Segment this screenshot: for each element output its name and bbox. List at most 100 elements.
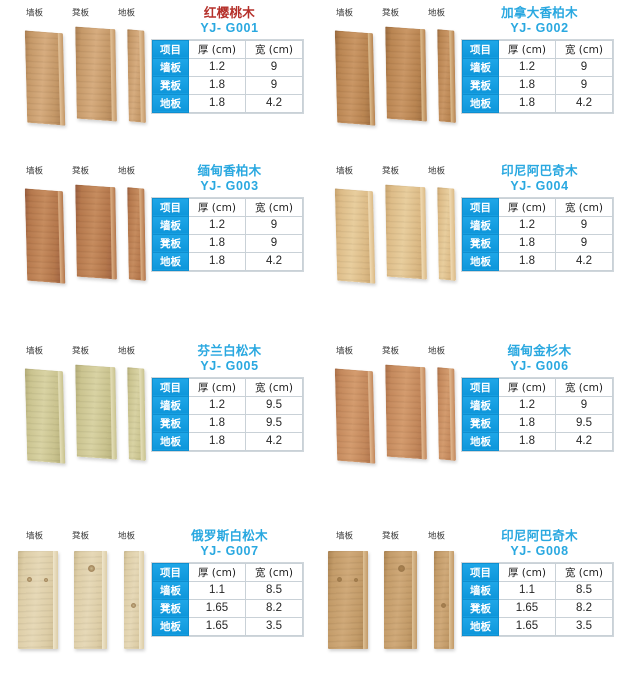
- table-header-row: 项目厚 (cm) 宽 (cm): [462, 197, 613, 217]
- row-label-cell: 墙板: [462, 57, 499, 77]
- table-header-cell-1: 厚 (cm): [498, 377, 556, 397]
- plank-edge: [139, 30, 146, 123]
- wood-sample-photos: [8, 360, 156, 468]
- row-label-cell: 凳板: [462, 598, 499, 618]
- thickness-cell: 1.8: [498, 93, 556, 113]
- thickness-cell: 1.8: [188, 93, 246, 113]
- row-label-cell: 凳板: [152, 75, 189, 95]
- wood-sample-label-0: 墙板: [26, 166, 44, 177]
- wood-plank-photo: [127, 29, 146, 123]
- table-row: 墙板 1.2 9: [462, 215, 613, 235]
- table-row: 地板 1.8 4.2: [462, 431, 613, 451]
- table-header-row: 项目厚 (cm) 宽 (cm): [462, 377, 613, 397]
- product-panel: 墙板 凳板 地板 印尼阿巴奇木 YJ- G004 项目厚 (cm) 宽 (cm) 墙板 1.2 9…: [310, 160, 620, 315]
- wood-sample-label-2: 地板: [428, 346, 446, 357]
- row-label-cell: 墙板: [462, 580, 499, 600]
- table-row: 地板 1.8 4.2: [462, 251, 613, 271]
- wood-samples-group: 墙板 凳板 地板: [8, 6, 156, 130]
- table-row: 墙板 1.2 9: [152, 57, 303, 77]
- plank-edge: [102, 551, 107, 649]
- table-row: 地板 1.65 3.5: [152, 616, 303, 636]
- plank-edge: [110, 366, 117, 460]
- plank-edge: [139, 551, 144, 649]
- width-cell: 9: [555, 75, 613, 95]
- table-row: 墙板 1.2 9.5: [152, 395, 303, 415]
- wood-sample-label-0: 墙板: [26, 8, 44, 19]
- table-header-cell-2: 宽 (cm): [245, 39, 303, 59]
- width-cell: 4.2: [245, 251, 303, 271]
- wood-plank-photo: [334, 368, 376, 464]
- wood-sample-label-1: 凳板: [72, 166, 90, 177]
- wood-sample-label-2: 地板: [118, 8, 136, 19]
- plank-edge: [363, 551, 368, 649]
- thickness-cell: 1.65: [498, 598, 556, 618]
- table-header-row: 项目厚 (cm) 宽 (cm): [462, 562, 613, 582]
- table-header-row: 项目厚 (cm) 宽 (cm): [462, 39, 613, 59]
- plank-edge: [449, 368, 456, 461]
- spec-table: 项目厚 (cm) 宽 (cm) 墙板 1.2 9 凳板 1.8 9 地板 1.8 4.2: [152, 197, 303, 271]
- table-header-cell-2: 宽 (cm): [555, 39, 613, 59]
- wood-knot: [398, 565, 405, 572]
- plank-edge: [110, 28, 117, 122]
- thickness-cell: 1.2: [188, 215, 246, 235]
- width-cell: 9: [245, 57, 303, 77]
- plank-edge: [449, 188, 456, 281]
- wood-sample-label-2: 地板: [428, 531, 446, 542]
- thickness-cell: 1.8: [498, 251, 556, 271]
- row-label-cell: 墙板: [152, 580, 189, 600]
- plank-edge: [139, 188, 146, 281]
- spec-table: 项目厚 (cm) 宽 (cm) 墙板 1.1 8.5 凳板 1.65 8.2 地板 1.65 3.5: [152, 562, 303, 636]
- product-title: 红樱桃木: [203, 5, 256, 20]
- width-cell: 4.2: [555, 251, 613, 271]
- wood-plank-photo: [75, 364, 117, 460]
- table-header-cell-0: 项目: [152, 377, 189, 397]
- product-info: 印尼阿巴奇木 YJ- G008 项目厚 (cm) 宽 (cm) 墙板 1.1 8.5 凳板 1.…: [462, 528, 617, 636]
- row-label-cell: 地板: [462, 616, 499, 636]
- product-info: 印尼阿巴奇木 YJ- G004 项目厚 (cm) 宽 (cm) 墙板 1.2 9 凳板 1.8 9…: [462, 163, 617, 271]
- thickness-cell: 1.8: [188, 251, 246, 271]
- wood-sample-labels: 墙板 凳板 地板: [318, 344, 466, 360]
- product-spec-grid: 墙板 凳板 地板 红樱桃木 YJ- G001 项目厚 (cm) 宽 (cm) 墙板 1.2 9 凳板…: [8, 5, 620, 649]
- wood-sample-label-2: 地板: [118, 166, 136, 177]
- wood-sample-labels: 墙板 凳板 地板: [318, 6, 466, 22]
- product-panel: 墙板 凳板 地板 缅甸金杉木 YJ- G006 项目厚 (cm) 宽 (cm) 墙板 1.2 9 凳…: [310, 340, 620, 495]
- product-code: YJ- G004: [510, 178, 569, 193]
- row-label-cell: 地板: [152, 93, 189, 113]
- table-header-row: 项目厚 (cm) 宽 (cm): [152, 562, 303, 582]
- spec-table: 项目厚 (cm) 宽 (cm) 墙板 1.2 9 凳板 1.8 9 地板 1.8 4.2: [152, 39, 303, 113]
- wood-sample-labels: 墙板 凳板 地板: [8, 164, 156, 180]
- plank-edge: [139, 368, 146, 461]
- table-row: 地板 1.8 4.2: [462, 93, 613, 113]
- row-label-cell: 地板: [152, 251, 189, 271]
- plank-edge: [449, 551, 454, 649]
- wood-sample-labels: 墙板 凳板 地板: [8, 344, 156, 360]
- table-header-cell-0: 项目: [152, 197, 189, 217]
- wood-plank-photo: [75, 184, 117, 280]
- wood-plank-photo: [127, 367, 146, 461]
- thickness-cell: 1.65: [498, 616, 556, 636]
- row-label-cell: 墙板: [152, 57, 189, 77]
- wood-sample-label-0: 墙板: [26, 531, 44, 542]
- table-header-cell-0: 项目: [152, 562, 189, 582]
- width-cell: 3.5: [555, 616, 613, 636]
- product-code: YJ- G001: [200, 20, 259, 35]
- spec-table: 项目厚 (cm) 宽 (cm) 墙板 1.2 9 凳板 1.8 9 地板 1.8 4.2: [462, 39, 613, 113]
- table-header-cell-1: 厚 (cm): [188, 39, 246, 59]
- plank-edge: [449, 30, 456, 123]
- product-panel: 墙板 凳板 地板 印尼阿巴奇木 YJ- G008 项目厚 (cm) 宽 (cm) 墙板 1.1 8…: [310, 525, 620, 680]
- product-info: 芬兰白松木 YJ- G005 项目厚 (cm) 宽 (cm) 墙板 1.2 9.5 凳板 1.8…: [152, 343, 307, 451]
- wood-plank-photo: [384, 551, 417, 649]
- plank-face: [328, 551, 368, 649]
- wood-plank-photo: [437, 187, 456, 281]
- product-code: YJ- G006: [510, 358, 569, 373]
- product-title: 芬兰白松木: [197, 343, 262, 358]
- wood-samples-group: 墙板 凳板 地板: [318, 164, 466, 288]
- width-cell: 9: [245, 233, 303, 253]
- thickness-cell: 1.2: [498, 57, 556, 77]
- table-row: 地板 1.65 3.5: [462, 616, 613, 636]
- wood-knot: [44, 578, 48, 582]
- plank-edge: [412, 551, 417, 649]
- wood-sample-label-0: 墙板: [26, 346, 44, 357]
- product-code: YJ- G007: [200, 543, 259, 558]
- thickness-cell: 1.1: [498, 580, 556, 600]
